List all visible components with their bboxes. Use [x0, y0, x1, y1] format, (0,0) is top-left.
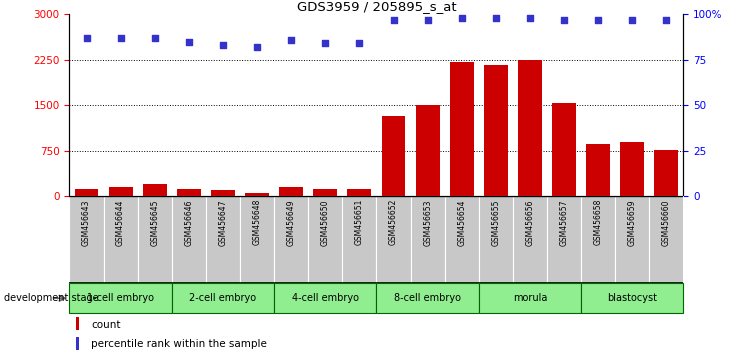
Bar [211, 190, 235, 196]
Bar [279, 187, 303, 196]
Text: count: count [91, 320, 121, 330]
Bar [654, 150, 678, 196]
Text: GSM456651: GSM456651 [355, 199, 364, 245]
Bar [104, 196, 137, 283]
Bar [69, 196, 104, 283]
Bar [274, 196, 308, 283]
Point [251, 44, 263, 50]
Bar [245, 193, 269, 196]
Point [183, 39, 194, 44]
Point [217, 42, 229, 48]
Bar [69, 283, 172, 313]
Text: 2-cell embryo: 2-cell embryo [189, 293, 257, 303]
Text: GSM456655: GSM456655 [491, 199, 500, 246]
Point [319, 40, 331, 46]
Bar [109, 187, 132, 196]
Point [558, 17, 570, 22]
Text: GSM456658: GSM456658 [594, 199, 602, 245]
Point [524, 15, 536, 21]
Bar [342, 196, 376, 283]
Text: GSM456657: GSM456657 [560, 199, 569, 246]
Bar [75, 318, 79, 330]
Text: GSM456647: GSM456647 [219, 199, 227, 246]
Bar [552, 103, 576, 196]
Bar [450, 62, 474, 196]
Text: GSM456648: GSM456648 [253, 199, 262, 245]
Point [115, 35, 126, 41]
Text: GSM456643: GSM456643 [82, 199, 91, 246]
Bar [376, 196, 411, 283]
Bar [513, 196, 547, 283]
Text: GSM456652: GSM456652 [389, 199, 398, 245]
Bar [547, 196, 581, 283]
Bar [172, 196, 206, 283]
Bar [314, 189, 337, 196]
Bar [411, 196, 444, 283]
Bar [484, 64, 508, 196]
Text: 1-cell embryo: 1-cell embryo [87, 293, 154, 303]
Text: development stage: development stage [4, 293, 98, 303]
Bar [177, 189, 201, 196]
Bar [308, 196, 342, 283]
Point [422, 17, 433, 22]
Point [354, 40, 366, 46]
Text: GSM456653: GSM456653 [423, 199, 432, 246]
Bar [581, 283, 683, 313]
Bar [518, 60, 542, 196]
Text: percentile rank within the sample: percentile rank within the sample [91, 339, 267, 349]
Text: morula: morula [512, 293, 548, 303]
Text: 4-cell embryo: 4-cell embryo [292, 293, 359, 303]
Bar [382, 116, 406, 196]
Point [80, 35, 92, 41]
Text: GSM456650: GSM456650 [321, 199, 330, 246]
Bar [616, 196, 649, 283]
Text: blastocyst: blastocyst [607, 293, 657, 303]
Text: GSM456649: GSM456649 [287, 199, 295, 246]
Bar [376, 283, 479, 313]
Point [387, 17, 399, 22]
Text: GSM456654: GSM456654 [458, 199, 466, 246]
Bar [206, 196, 240, 283]
Text: GSM456656: GSM456656 [526, 199, 534, 246]
Title: GDS3959 / 205895_s_at: GDS3959 / 205895_s_at [297, 0, 456, 13]
Bar [347, 189, 371, 196]
Point [285, 37, 297, 42]
Point [592, 17, 604, 22]
Text: GSM456645: GSM456645 [151, 199, 159, 246]
Point [626, 17, 638, 22]
Bar [581, 196, 616, 283]
Bar [137, 196, 172, 283]
Bar [444, 196, 479, 283]
Bar [479, 196, 513, 283]
Bar [172, 283, 274, 313]
Bar [479, 283, 581, 313]
Point [456, 15, 468, 21]
Bar [240, 196, 274, 283]
Bar [75, 189, 99, 196]
Text: GSM456644: GSM456644 [116, 199, 125, 246]
Bar [416, 105, 439, 196]
Point [490, 15, 501, 21]
Text: GSM456646: GSM456646 [184, 199, 193, 246]
Bar [649, 196, 683, 283]
Bar [143, 184, 167, 196]
Text: 8-cell embryo: 8-cell embryo [394, 293, 461, 303]
Point [661, 17, 673, 22]
Bar [75, 337, 79, 350]
Point [149, 35, 161, 41]
Text: GSM456660: GSM456660 [662, 199, 671, 246]
Bar [274, 283, 376, 313]
Text: GSM456659: GSM456659 [628, 199, 637, 246]
Bar [621, 142, 644, 196]
Bar [586, 144, 610, 196]
